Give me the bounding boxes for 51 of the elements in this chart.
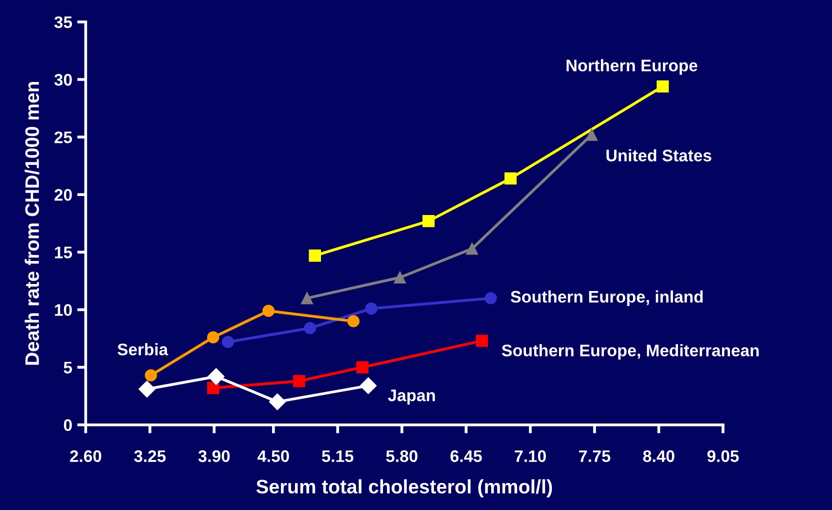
- x-tick-label: 9.05: [707, 450, 739, 462]
- series-label: Southern Europe, inland: [510, 290, 703, 306]
- x-tick-label: 8.40: [643, 450, 674, 462]
- point: [304, 322, 316, 334]
- series-label: United States: [606, 149, 712, 162]
- x-tick-label: 7.75: [579, 450, 610, 462]
- x-tick-label: 5.80: [386, 450, 418, 462]
- point: [656, 80, 669, 92]
- series-label: Serbia: [118, 343, 168, 356]
- point: [262, 304, 275, 317]
- point: [466, 242, 478, 255]
- x-tick-label: 7.10: [514, 450, 546, 462]
- point: [394, 271, 406, 284]
- x-tick-label: 3.90: [198, 450, 230, 462]
- point: [144, 369, 157, 382]
- series-label: Northern Europe: [566, 59, 698, 75]
- x-tick-label: 6.45: [450, 450, 482, 462]
- x-tick-label: 2.60: [70, 450, 102, 462]
- series-label: Japan: [388, 390, 435, 405]
- x-tick-label: 4.50: [257, 450, 289, 462]
- point: [422, 215, 435, 228]
- x-axis-title: Serum total cholesterol (mmol/l): [256, 479, 552, 498]
- y-tick-label: 30: [54, 74, 72, 86]
- point: [208, 368, 224, 385]
- point: [365, 302, 378, 315]
- x-tick-label: 3.25: [134, 450, 166, 462]
- x-tick-label: 5.15: [322, 450, 354, 462]
- point: [300, 292, 314, 304]
- point: [308, 250, 322, 262]
- point: [484, 292, 497, 304]
- y-tick-label: 15: [55, 246, 72, 258]
- point: [476, 334, 488, 347]
- point: [138, 380, 156, 398]
- point: [207, 331, 220, 344]
- y-tick-label: 10: [55, 304, 72, 316]
- point: [269, 393, 286, 410]
- point: [360, 377, 377, 394]
- y-tick-label: 20: [54, 189, 72, 201]
- y-tick-label: 35: [54, 16, 72, 28]
- y-tick-label: 5: [64, 362, 72, 374]
- y-axis-title: Death rate from CHD/1000 men: [24, 82, 40, 365]
- point: [293, 375, 306, 388]
- y-tick-label: 25: [54, 131, 72, 144]
- point: [504, 172, 517, 185]
- point: [586, 128, 598, 141]
- point: [207, 382, 220, 394]
- point: [222, 336, 234, 348]
- series-label: Southern Europe, Mediterranean: [502, 344, 759, 360]
- point: [356, 361, 368, 374]
- point: [347, 315, 360, 328]
- y-tick-label: 0: [64, 419, 72, 432]
